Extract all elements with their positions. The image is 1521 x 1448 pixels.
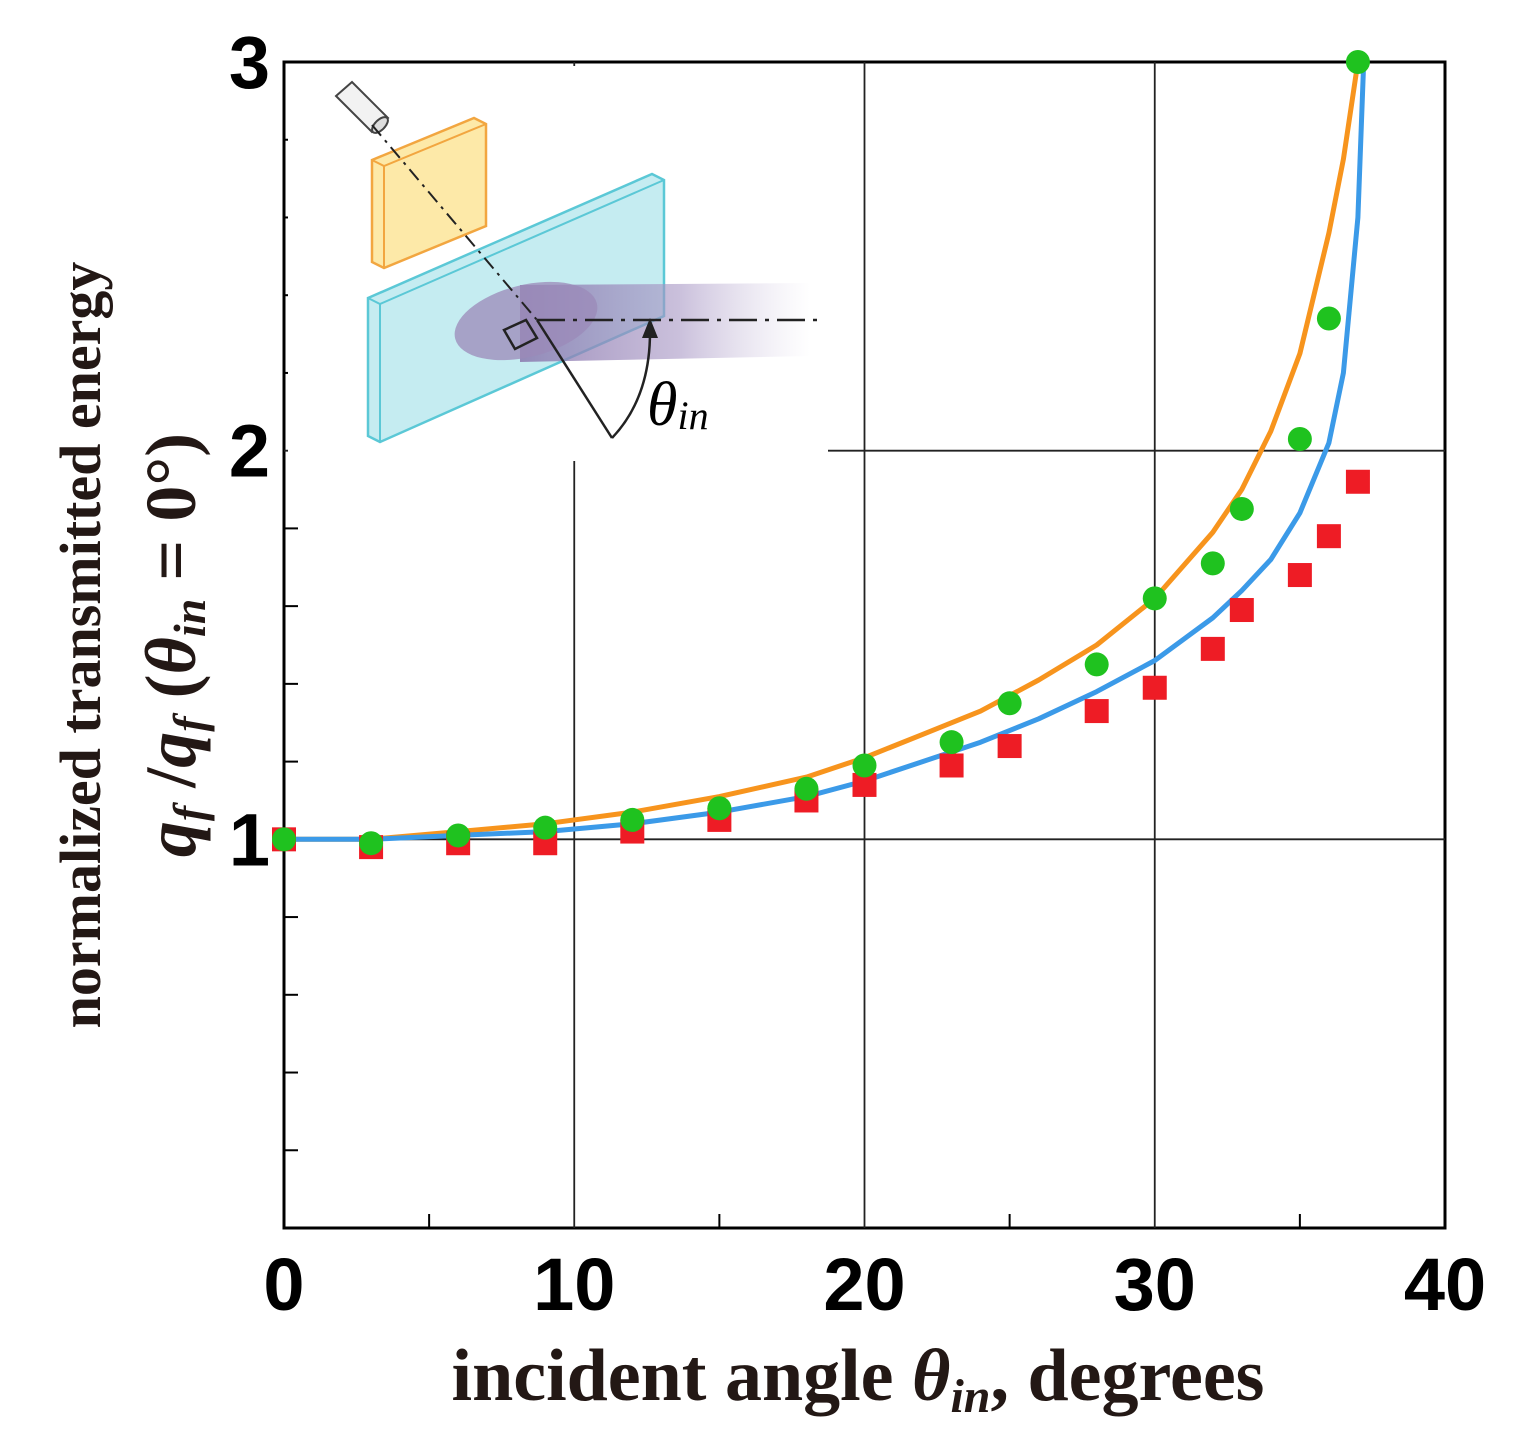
green-circle-point [1229, 496, 1254, 521]
green-circle-point [1084, 652, 1109, 677]
green-circle-point [272, 827, 296, 852]
x-axis-title: incident angle θin, degrees [452, 1335, 1265, 1423]
red-square-point [939, 753, 964, 778]
x-tick-label: 20 [823, 1243, 905, 1326]
red-square-point [1287, 563, 1312, 588]
y-tick-label: 1 [229, 798, 270, 881]
green-circle-point [794, 776, 819, 801]
green-circle-point [997, 691, 1022, 716]
red-square-point [1084, 699, 1109, 724]
green-circle-point [1316, 306, 1341, 331]
normal-line [535, 319, 614, 439]
y-axis-title: normalized transmitted energy [48, 262, 113, 1029]
y-tick-label: 3 [229, 21, 270, 104]
green-circle-point [1200, 551, 1225, 576]
green-circle-point [1287, 427, 1312, 452]
red-square-point [1345, 469, 1370, 494]
x-tick-label: 10 [533, 1243, 615, 1326]
green-circle-point [1345, 50, 1370, 74]
red-square-point [1142, 675, 1167, 700]
red-square-point [997, 734, 1022, 759]
green-circle-point [939, 730, 964, 755]
incident-beam-line [371, 124, 538, 321]
x-tick-label: 0 [263, 1243, 304, 1326]
green-circle-point [620, 807, 645, 832]
y-axis-formula: qf /qf (θin = 0°) [131, 433, 215, 857]
angle-arc [611, 331, 652, 439]
inset-theta-label: θin [647, 371, 709, 439]
red-square-point [1229, 598, 1254, 623]
red-square-point [1200, 636, 1225, 661]
green-circle-point [533, 815, 558, 840]
angle-arrow-icon [642, 318, 658, 338]
red-square-point [1316, 524, 1341, 549]
right-angle-mark [502, 318, 539, 351]
green-circle-point [446, 823, 471, 848]
data-series [272, 50, 1370, 860]
x-tick-label: 40 [1404, 1243, 1486, 1326]
y-tick-label: 2 [229, 410, 270, 493]
green-circle-point [1142, 586, 1167, 611]
green-circle-point [359, 831, 384, 856]
green-circle-point [852, 753, 877, 778]
blue-curve-line [284, 61, 1367, 842]
inset-diagram: θin [288, 66, 828, 461]
x-tick-label: 30 [1114, 1243, 1196, 1326]
green-circle-point [707, 796, 732, 821]
